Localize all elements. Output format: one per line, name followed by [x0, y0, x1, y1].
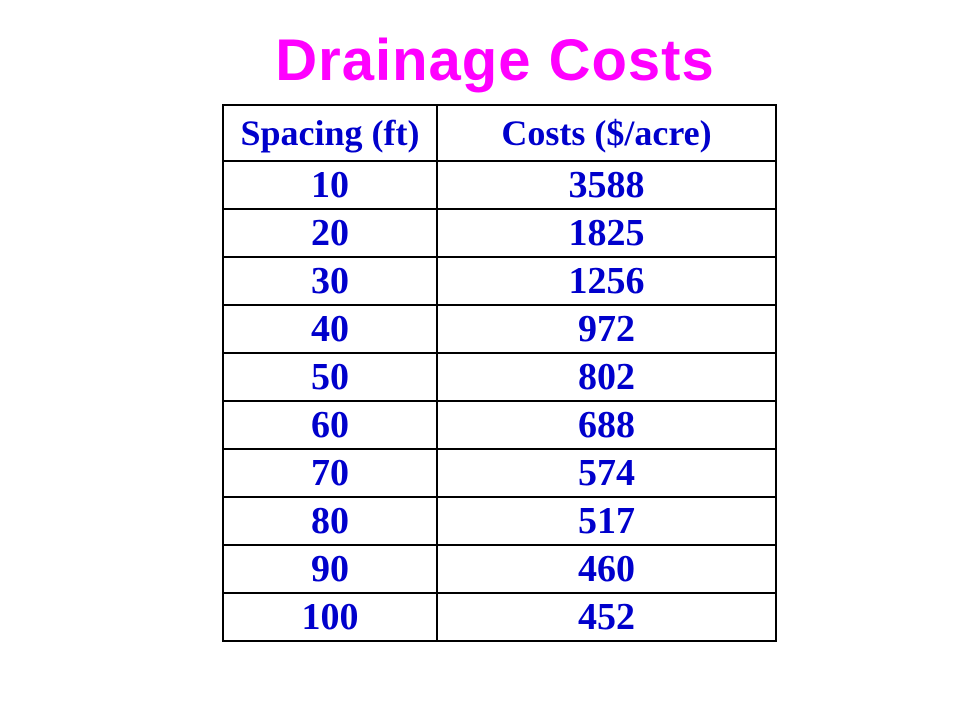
- table-row: 70 574: [222, 448, 777, 498]
- spacing-cell: 50: [222, 352, 438, 402]
- cost-cell: 1256: [436, 256, 777, 306]
- cost-cell: 688: [436, 400, 777, 450]
- table-row: 90 460: [222, 544, 777, 594]
- spacing-cell: 30: [222, 256, 438, 306]
- spacing-cell: 60: [222, 400, 438, 450]
- cost-cell: 452: [436, 592, 777, 642]
- drainage-costs-table: Spacing (ft) Costs ($/acre) 10 3588 20 1…: [222, 104, 777, 642]
- table-row: 30 1256: [222, 256, 777, 306]
- cost-cell: 972: [436, 304, 777, 354]
- page-title: Drainage Costs: [275, 28, 715, 93]
- spacing-cell: 40: [222, 304, 438, 354]
- cost-cell: 802: [436, 352, 777, 402]
- cost-cell: 3588: [436, 160, 777, 210]
- table-row: 100 452: [222, 592, 777, 642]
- cost-cell: 517: [436, 496, 777, 546]
- cost-cell: 1825: [436, 208, 777, 258]
- spacing-cell: 100: [222, 592, 438, 642]
- cost-cell: 574: [436, 448, 777, 498]
- table-row: 20 1825: [222, 208, 777, 258]
- table-row: 10 3588: [222, 160, 777, 210]
- spacing-cell: 70: [222, 448, 438, 498]
- cost-cell: 460: [436, 544, 777, 594]
- costs-column-header: Costs ($/acre): [436, 104, 777, 162]
- spacing-cell: 90: [222, 544, 438, 594]
- table-row: 80 517: [222, 496, 777, 546]
- spacing-cell: 80: [222, 496, 438, 546]
- table-row: 40 972: [222, 304, 777, 354]
- spacing-cell: 10: [222, 160, 438, 210]
- table-row: 60 688: [222, 400, 777, 450]
- spacing-cell: 20: [222, 208, 438, 258]
- spacing-column-header: Spacing (ft): [222, 104, 438, 162]
- table-row: 50 802: [222, 352, 777, 402]
- table-header-row: Spacing (ft) Costs ($/acre): [222, 104, 777, 162]
